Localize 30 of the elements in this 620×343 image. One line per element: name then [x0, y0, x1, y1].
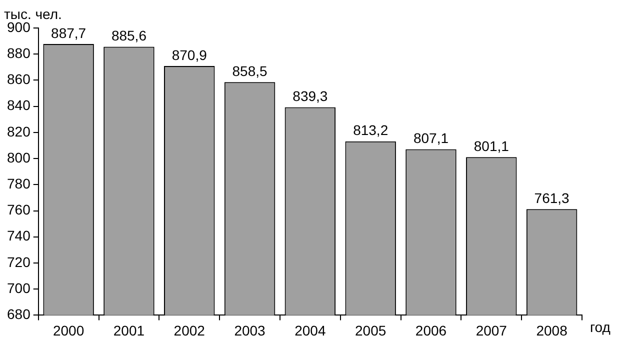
x-tick-label: 2003 [234, 322, 266, 338]
y-tick-label: 740 [7, 228, 31, 244]
y-tick-label: 800 [7, 149, 31, 166]
x-axis-title: год [590, 318, 610, 335]
data-label: 839,3 [292, 88, 328, 104]
y-tick-label: 820 [7, 123, 31, 140]
data-label: 807,1 [413, 130, 449, 146]
y-tick-label: 860 [7, 71, 31, 88]
data-label: 887,7 [51, 24, 86, 41]
y-tick-label: 880 [7, 44, 31, 61]
x-tick-label: 2007 [476, 322, 508, 338]
y-tick-label: 780 [7, 176, 31, 192]
x-tick-label: 2001 [113, 322, 145, 338]
y-tick-label: 680 [7, 306, 31, 322]
x-tick-label: 2005 [355, 322, 386, 338]
x-tick-label: 2006 [415, 322, 447, 338]
x-tick-label: 2008 [536, 322, 568, 338]
x-tick-label: 2002 [174, 322, 206, 338]
data-label: 813,2 [353, 122, 388, 138]
y-tick-label: 760 [7, 202, 31, 218]
data-label: 870,9 [172, 46, 208, 63]
y-tick-label: 840 [7, 97, 31, 114]
x-tick-label: 2000 [52, 322, 84, 338]
data-label: 801,1 [474, 138, 510, 154]
y-tick-label: 720 [7, 254, 31, 270]
data-label: 858,5 [232, 63, 268, 80]
y-tick-label: 700 [7, 280, 31, 296]
x-tick-label: 2004 [294, 322, 326, 338]
data-label: 885,6 [111, 28, 147, 44]
data-label: 761,3 [534, 190, 570, 206]
